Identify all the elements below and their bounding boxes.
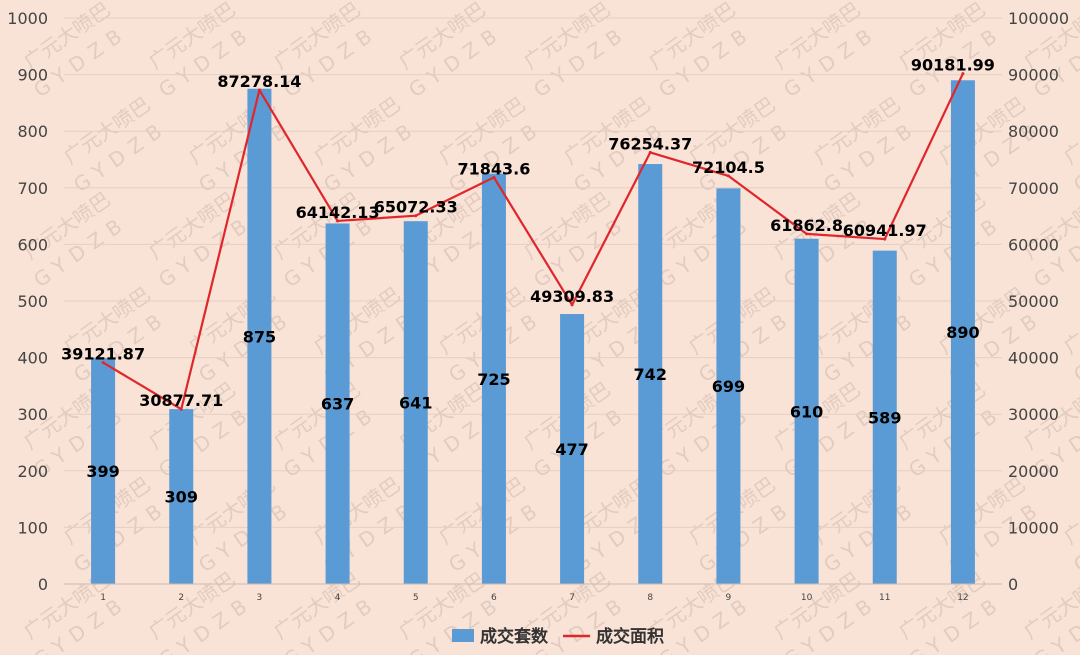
bar	[481, 173, 506, 584]
bar-value-label: 309	[165, 488, 198, 507]
y-right-tick-label: 30000	[1008, 405, 1059, 424]
bar-value-label: 725	[477, 370, 510, 389]
y-right-tick-label: 90000	[1008, 66, 1059, 85]
bar-value-label: 610	[790, 402, 823, 421]
x-tick-label: 7	[569, 593, 575, 603]
bar-value-label: 699	[712, 377, 745, 396]
bar-value-label: 637	[321, 395, 354, 414]
bar-value-label: 875	[243, 327, 276, 346]
y-right-tick-label: 0	[1008, 575, 1018, 594]
bar	[169, 409, 194, 584]
bar-value-label: 477	[555, 440, 588, 459]
line-value-label: 39121.87	[61, 345, 145, 364]
line-value-label: 61862.8	[770, 216, 843, 235]
x-tick-label: 5	[413, 593, 419, 603]
bar	[403, 221, 428, 584]
y-right-tick-label: 100000	[1008, 9, 1069, 28]
line-value-label: 64142.13	[296, 203, 380, 222]
line-point	[805, 232, 809, 236]
x-tick-label: 1	[100, 593, 106, 603]
x-tick-label: 6	[491, 593, 497, 603]
x-tick-label: 10	[801, 593, 813, 603]
y-left-tick-label: 500	[17, 292, 48, 311]
y-right-tick-label: 50000	[1008, 292, 1059, 311]
y-left-tick-label: 1000	[7, 9, 48, 28]
line-point	[492, 175, 496, 179]
y-right-tick-label: 70000	[1008, 179, 1059, 198]
line-point	[726, 174, 730, 178]
x-tick-label: 4	[335, 593, 341, 603]
line-point	[257, 88, 261, 92]
y-left-tick-label: 0	[38, 575, 48, 594]
bar	[794, 238, 819, 585]
line-value-label: 65072.33	[374, 198, 458, 217]
line-point	[961, 72, 965, 76]
line-value-label: 90181.99	[911, 56, 995, 75]
bar	[638, 164, 663, 584]
y-right-tick-label: 20000	[1008, 462, 1059, 481]
bar	[560, 314, 585, 584]
bar	[247, 88, 272, 584]
y-right-tick-label: 80000	[1008, 122, 1059, 141]
bar	[872, 250, 897, 584]
y-left-tick-label: 300	[17, 405, 48, 424]
watermark-text: 广元大喷巴	[1059, 472, 1080, 549]
line-value-label: 87278.14	[217, 72, 301, 91]
y-left-tick-label: 100	[17, 518, 48, 537]
y-right-tick-label: 10000	[1008, 518, 1059, 537]
line-value-label: 71843.6	[457, 159, 530, 178]
bar-value-label: 890	[946, 323, 979, 342]
line-point	[648, 150, 652, 154]
line-point	[883, 237, 887, 241]
bar	[950, 80, 975, 584]
y-right-tick-label: 60000	[1008, 235, 1059, 254]
bar-series	[91, 80, 975, 585]
line-point	[414, 214, 418, 218]
legend-label-line: 成交面积	[596, 626, 664, 647]
bar-value-label: 399	[86, 462, 119, 481]
y-left-tick-label: 400	[17, 349, 48, 368]
line-value-label: 72104.5	[692, 158, 765, 177]
bar-value-label: 641	[399, 394, 432, 413]
y-left-tick-label: 700	[17, 179, 48, 198]
axes: 0100200300400500600700800900100001000020…	[7, 9, 1069, 603]
line-path	[102, 73, 964, 411]
line-point	[336, 219, 340, 223]
watermark-text: 广元大喷巴	[1059, 92, 1080, 169]
y-left-tick-label: 600	[17, 235, 48, 254]
data-labels: 399 309 875 637 641 725 477 742 699 610 589 890 3912…	[61, 56, 995, 507]
x-tick-label: 11	[879, 593, 890, 603]
watermark-text: 广元大喷巴	[1059, 282, 1080, 359]
y-left-tick-label: 900	[17, 66, 48, 85]
line-value-label: 49309.83	[530, 287, 614, 306]
line-series	[101, 72, 965, 411]
y-right-tick-label: 40000	[1008, 349, 1059, 368]
line-point	[570, 303, 574, 307]
y-left-tick-label: 800	[17, 122, 48, 141]
line-value-label: 30877.71	[139, 391, 223, 410]
x-tick-label: 3	[257, 593, 263, 603]
line-point	[101, 361, 105, 365]
x-tick-label: 2	[178, 593, 184, 603]
bar-value-label: 742	[634, 365, 667, 384]
bar	[716, 188, 741, 584]
bar	[325, 223, 350, 584]
line-value-label: 76254.37	[608, 134, 692, 153]
line-point	[179, 407, 183, 411]
legend-swatch-bars	[452, 629, 474, 642]
x-tick-label: 12	[957, 593, 968, 603]
bar	[91, 358, 116, 584]
x-tick-label: 8	[647, 593, 653, 603]
y-left-tick-label: 200	[17, 462, 48, 481]
legend: 成交套数 成交面积	[452, 626, 664, 647]
bar-value-label: 589	[868, 408, 901, 427]
x-tick-label: 9	[726, 593, 732, 603]
line-value-label: 60941.97	[843, 221, 927, 240]
legend-label-bars: 成交套数	[480, 626, 549, 647]
